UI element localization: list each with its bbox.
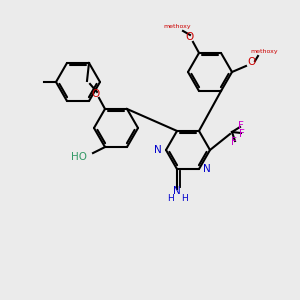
Text: N: N bbox=[154, 145, 162, 155]
Text: N: N bbox=[173, 186, 181, 196]
Text: HO: HO bbox=[71, 152, 87, 162]
Text: F: F bbox=[239, 129, 245, 139]
Text: H: H bbox=[181, 194, 188, 202]
Text: N: N bbox=[203, 164, 211, 174]
Text: O: O bbox=[92, 89, 100, 99]
Text: methoxy: methoxy bbox=[163, 24, 191, 29]
Text: methoxy: methoxy bbox=[250, 50, 278, 55]
Text: H: H bbox=[167, 194, 173, 202]
Text: F: F bbox=[231, 137, 237, 147]
Text: O: O bbox=[248, 57, 256, 67]
Text: F: F bbox=[238, 121, 244, 131]
Text: O: O bbox=[185, 32, 193, 42]
